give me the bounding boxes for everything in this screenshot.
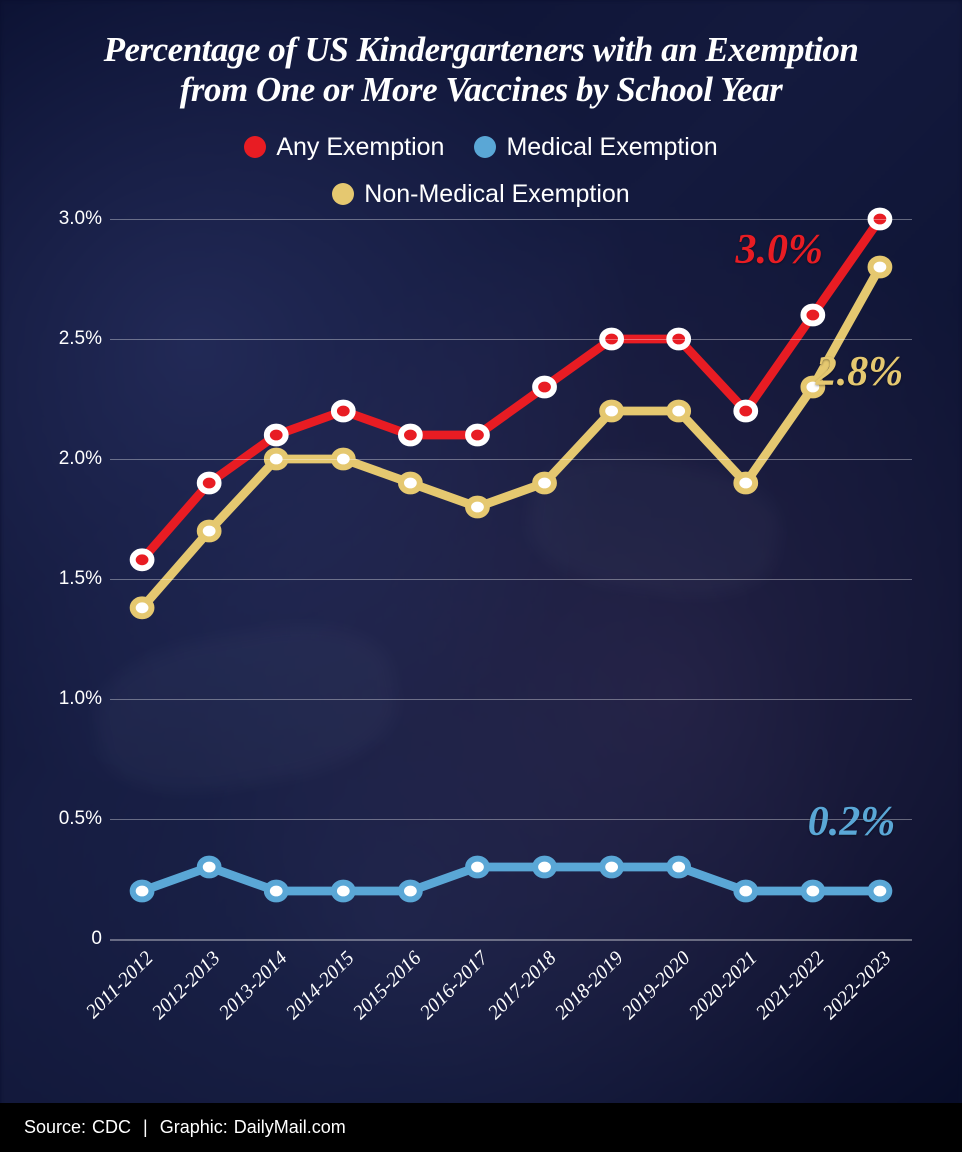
series-line — [142, 867, 880, 891]
value-callout: 2.8% — [816, 348, 904, 396]
y-axis-label: 0.5% — [59, 808, 102, 830]
series-marker — [401, 474, 420, 491]
x-axis-label: 2022-2023 — [819, 947, 897, 1025]
y-axis-label: 2.0% — [59, 448, 102, 470]
footer-source-label: Source: — [24, 1117, 86, 1138]
series-line — [142, 267, 880, 608]
chart-plot-area: 00.5%1.0%1.5%2.0%2.5%3.0% 3.0%2.8%0.2% 2… — [50, 219, 912, 939]
legend-label: Non-Medical Exemption — [364, 180, 629, 209]
y-axis-label: 3.0% — [59, 208, 102, 230]
footer-graphic-value: DailyMail.com — [234, 1117, 346, 1138]
series-marker — [669, 402, 688, 419]
value-callout: 0.2% — [808, 798, 896, 846]
series-marker — [133, 551, 152, 568]
series-marker — [200, 858, 219, 875]
title-line-2: from One or More Vaccines by School Year — [180, 70, 783, 109]
gridline — [110, 699, 912, 700]
x-axis-label: 2019-2020 — [617, 947, 695, 1025]
footer-graphic-label: Graphic: — [160, 1117, 228, 1138]
legend: Any Exemption Medical Exemption Non-Medica… — [156, 133, 806, 209]
series-marker — [736, 474, 755, 491]
y-axis-label: 1.5% — [59, 568, 102, 590]
x-axis-label: 2016-2017 — [416, 947, 494, 1025]
x-axis-label: 2014-2015 — [282, 947, 360, 1025]
x-axis-label: 2020-2021 — [684, 947, 762, 1025]
gridline — [110, 819, 912, 820]
legend-label: Any Exemption — [276, 133, 444, 162]
series-marker — [871, 258, 890, 275]
series-marker — [133, 882, 152, 899]
legend-item: Any Exemption — [244, 133, 444, 162]
footer-source-value: CDC — [92, 1117, 131, 1138]
title-line-1: Percentage of US Kindergarteners with an… — [104, 30, 859, 69]
series-marker — [803, 306, 822, 323]
series-marker — [602, 402, 621, 419]
gridline — [110, 579, 912, 580]
series-marker — [401, 882, 420, 899]
footer-credit-bar: Source: CDC | Graphic: DailyMail.com — [0, 1103, 962, 1152]
y-axis-label: 1.0% — [59, 688, 102, 710]
gridline — [110, 459, 912, 460]
series-marker — [401, 426, 420, 443]
series-marker — [535, 858, 554, 875]
legend-dot-icon — [244, 136, 266, 158]
series-marker — [334, 882, 353, 899]
series-marker — [133, 599, 152, 616]
y-axis: 00.5%1.0%1.5%2.0%2.5%3.0% — [50, 219, 110, 939]
series-marker — [334, 402, 353, 419]
series-marker — [200, 474, 219, 491]
legend-dot-icon — [332, 183, 354, 205]
chart-container: Percentage of US Kindergarteners with an… — [0, 0, 962, 1152]
legend-item: Non-Medical Exemption — [332, 180, 629, 209]
legend-item: Medical Exemption — [474, 133, 717, 162]
series-marker — [535, 378, 554, 395]
plot-region: 3.0% 2.8% 0.2% — [110, 219, 912, 939]
series-marker — [468, 858, 487, 875]
series-marker — [535, 474, 554, 491]
series-marker — [468, 498, 487, 515]
series-marker — [602, 858, 621, 875]
legend-dot-icon — [474, 136, 496, 158]
series-marker — [200, 522, 219, 539]
x-axis-label: 2021-2022 — [752, 947, 830, 1025]
series-marker — [736, 882, 755, 899]
gridline — [110, 219, 912, 220]
chart-title: Percentage of US Kindergarteners with an… — [30, 30, 932, 111]
series-marker — [267, 426, 286, 443]
series-marker — [669, 858, 688, 875]
footer-separator: | — [143, 1117, 148, 1138]
legend-label: Medical Exemption — [506, 133, 717, 162]
x-axis-label: 2015-2016 — [349, 947, 427, 1025]
series-marker — [736, 402, 755, 419]
x-axis-label: 2017-2018 — [483, 947, 561, 1025]
series-marker — [803, 882, 822, 899]
gridline — [110, 339, 912, 340]
series-marker — [468, 426, 487, 443]
y-axis-label: 2.5% — [59, 328, 102, 350]
x-axis-label: 2012-2013 — [148, 947, 226, 1025]
x-axis-label: 2011-2012 — [82, 947, 159, 1024]
x-axis-label: 2018-2019 — [550, 947, 628, 1025]
series-marker — [871, 882, 890, 899]
value-callout: 3.0% — [736, 226, 824, 274]
x-axis-label: 2013-2014 — [215, 947, 293, 1025]
series-marker — [267, 882, 286, 899]
x-axis: 2011-20122012-20132013-20142014-20152015… — [110, 939, 912, 1059]
y-axis-label: 0 — [91, 928, 102, 950]
